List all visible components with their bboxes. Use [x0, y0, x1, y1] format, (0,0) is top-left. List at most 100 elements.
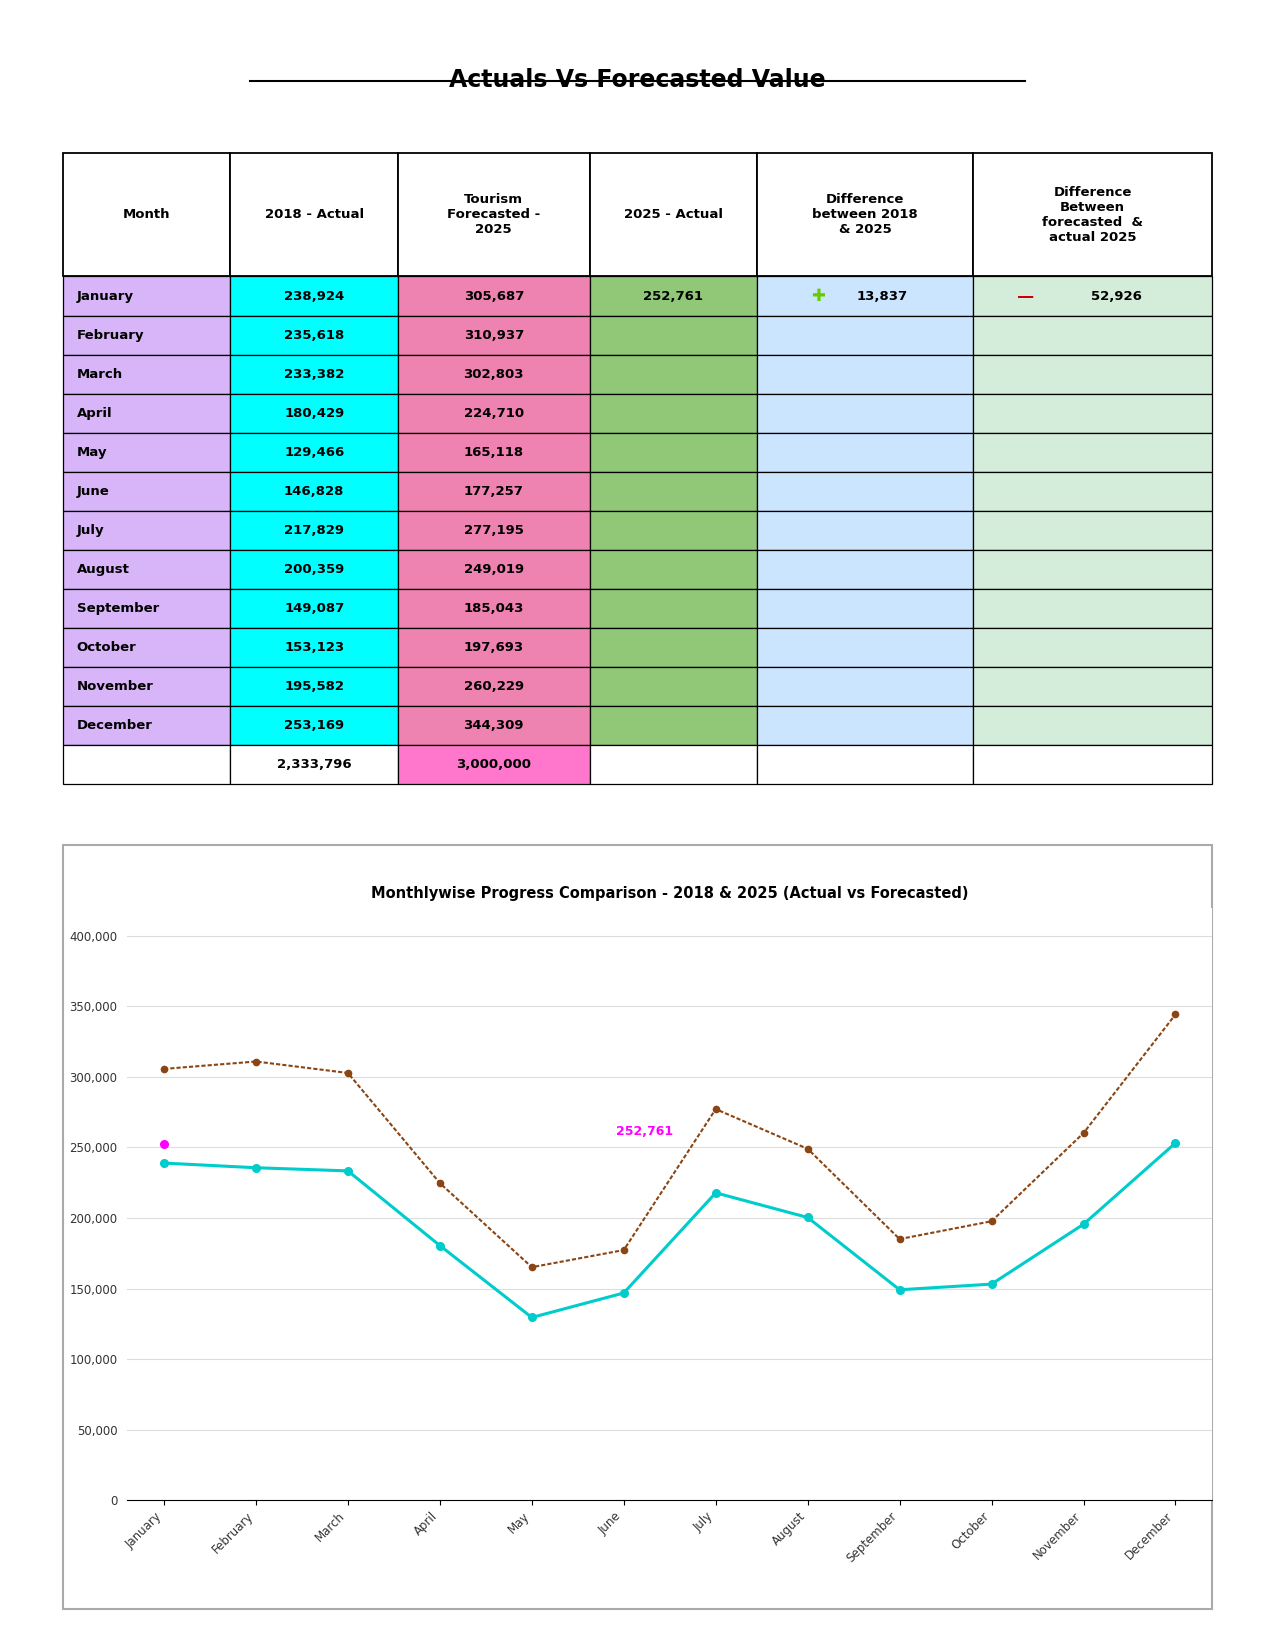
FancyBboxPatch shape [973, 315, 1213, 355]
FancyBboxPatch shape [757, 432, 973, 472]
Text: 200,359: 200,359 [284, 563, 344, 576]
FancyBboxPatch shape [973, 706, 1213, 746]
FancyBboxPatch shape [398, 512, 589, 549]
Text: July: July [76, 525, 105, 536]
FancyBboxPatch shape [62, 315, 231, 355]
Text: 177,257: 177,257 [464, 485, 524, 498]
FancyBboxPatch shape [973, 667, 1213, 706]
FancyBboxPatch shape [589, 153, 757, 277]
Text: October: October [76, 642, 136, 653]
FancyBboxPatch shape [757, 315, 973, 355]
FancyBboxPatch shape [398, 153, 589, 277]
Text: 302,803: 302,803 [464, 368, 524, 381]
Text: 277,195: 277,195 [464, 525, 524, 536]
FancyBboxPatch shape [231, 153, 398, 277]
Text: 252,761: 252,761 [644, 289, 704, 302]
Text: 129,466: 129,466 [284, 446, 344, 459]
Text: September: September [76, 602, 159, 615]
FancyBboxPatch shape [398, 432, 589, 472]
Text: 13,837: 13,837 [857, 289, 908, 302]
Text: 253,169: 253,169 [284, 719, 344, 733]
FancyBboxPatch shape [231, 667, 398, 706]
Text: 195,582: 195,582 [284, 680, 344, 693]
FancyBboxPatch shape [62, 589, 231, 629]
Text: 185,043: 185,043 [464, 602, 524, 615]
FancyBboxPatch shape [973, 512, 1213, 549]
Text: November: November [76, 680, 154, 693]
FancyBboxPatch shape [231, 512, 398, 549]
FancyBboxPatch shape [589, 355, 757, 394]
FancyBboxPatch shape [757, 629, 973, 667]
FancyBboxPatch shape [589, 706, 757, 746]
FancyBboxPatch shape [973, 394, 1213, 432]
FancyBboxPatch shape [589, 432, 757, 472]
Text: January: January [76, 289, 134, 302]
FancyBboxPatch shape [589, 394, 757, 432]
FancyBboxPatch shape [398, 277, 589, 315]
FancyBboxPatch shape [398, 355, 589, 394]
FancyBboxPatch shape [231, 472, 398, 512]
FancyBboxPatch shape [62, 746, 231, 784]
FancyBboxPatch shape [589, 746, 757, 784]
FancyBboxPatch shape [62, 667, 231, 706]
FancyBboxPatch shape [757, 746, 973, 784]
Text: 3,000,000: 3,000,000 [456, 759, 532, 772]
Text: 249,019: 249,019 [464, 563, 524, 576]
FancyBboxPatch shape [231, 589, 398, 629]
FancyBboxPatch shape [62, 277, 231, 315]
Text: April: April [76, 408, 112, 419]
Text: 146,828: 146,828 [284, 485, 344, 498]
FancyBboxPatch shape [973, 472, 1213, 512]
FancyBboxPatch shape [231, 277, 398, 315]
FancyBboxPatch shape [62, 355, 231, 394]
Text: Month: Month [122, 208, 171, 221]
FancyBboxPatch shape [757, 512, 973, 549]
FancyBboxPatch shape [589, 667, 757, 706]
FancyBboxPatch shape [62, 845, 1213, 1609]
Text: 149,087: 149,087 [284, 602, 344, 615]
Text: 310,937: 310,937 [464, 328, 524, 342]
Text: 2,333,796: 2,333,796 [277, 759, 352, 772]
Text: March: March [76, 368, 122, 381]
Text: 305,687: 305,687 [464, 289, 524, 302]
Text: 52,926: 52,926 [1091, 289, 1142, 302]
Text: 260,229: 260,229 [464, 680, 524, 693]
FancyBboxPatch shape [398, 667, 589, 706]
FancyBboxPatch shape [398, 746, 589, 784]
FancyBboxPatch shape [62, 153, 231, 277]
FancyBboxPatch shape [589, 549, 757, 589]
FancyBboxPatch shape [757, 667, 973, 706]
FancyBboxPatch shape [589, 277, 757, 315]
FancyBboxPatch shape [62, 394, 231, 432]
FancyBboxPatch shape [757, 706, 973, 746]
FancyBboxPatch shape [973, 432, 1213, 472]
FancyBboxPatch shape [973, 589, 1213, 629]
FancyBboxPatch shape [231, 746, 398, 784]
Text: Actuals Vs Forecasted Value: Actuals Vs Forecasted Value [449, 68, 826, 92]
Text: 2018 - Actual: 2018 - Actual [265, 208, 363, 221]
FancyBboxPatch shape [398, 549, 589, 589]
FancyBboxPatch shape [398, 315, 589, 355]
FancyBboxPatch shape [398, 706, 589, 746]
FancyBboxPatch shape [757, 472, 973, 512]
FancyBboxPatch shape [973, 153, 1213, 277]
Text: 344,309: 344,309 [464, 719, 524, 733]
FancyBboxPatch shape [231, 355, 398, 394]
Text: 224,710: 224,710 [464, 408, 524, 419]
FancyBboxPatch shape [62, 512, 231, 549]
FancyBboxPatch shape [62, 706, 231, 746]
FancyBboxPatch shape [973, 549, 1213, 589]
FancyBboxPatch shape [973, 355, 1213, 394]
FancyBboxPatch shape [62, 629, 231, 667]
FancyBboxPatch shape [757, 355, 973, 394]
FancyBboxPatch shape [398, 394, 589, 432]
Text: June: June [76, 485, 110, 498]
FancyBboxPatch shape [231, 432, 398, 472]
FancyBboxPatch shape [973, 746, 1213, 784]
FancyBboxPatch shape [589, 629, 757, 667]
FancyBboxPatch shape [398, 629, 589, 667]
Text: 235,618: 235,618 [284, 328, 344, 342]
FancyBboxPatch shape [231, 549, 398, 589]
FancyBboxPatch shape [62, 432, 231, 472]
FancyBboxPatch shape [757, 394, 973, 432]
